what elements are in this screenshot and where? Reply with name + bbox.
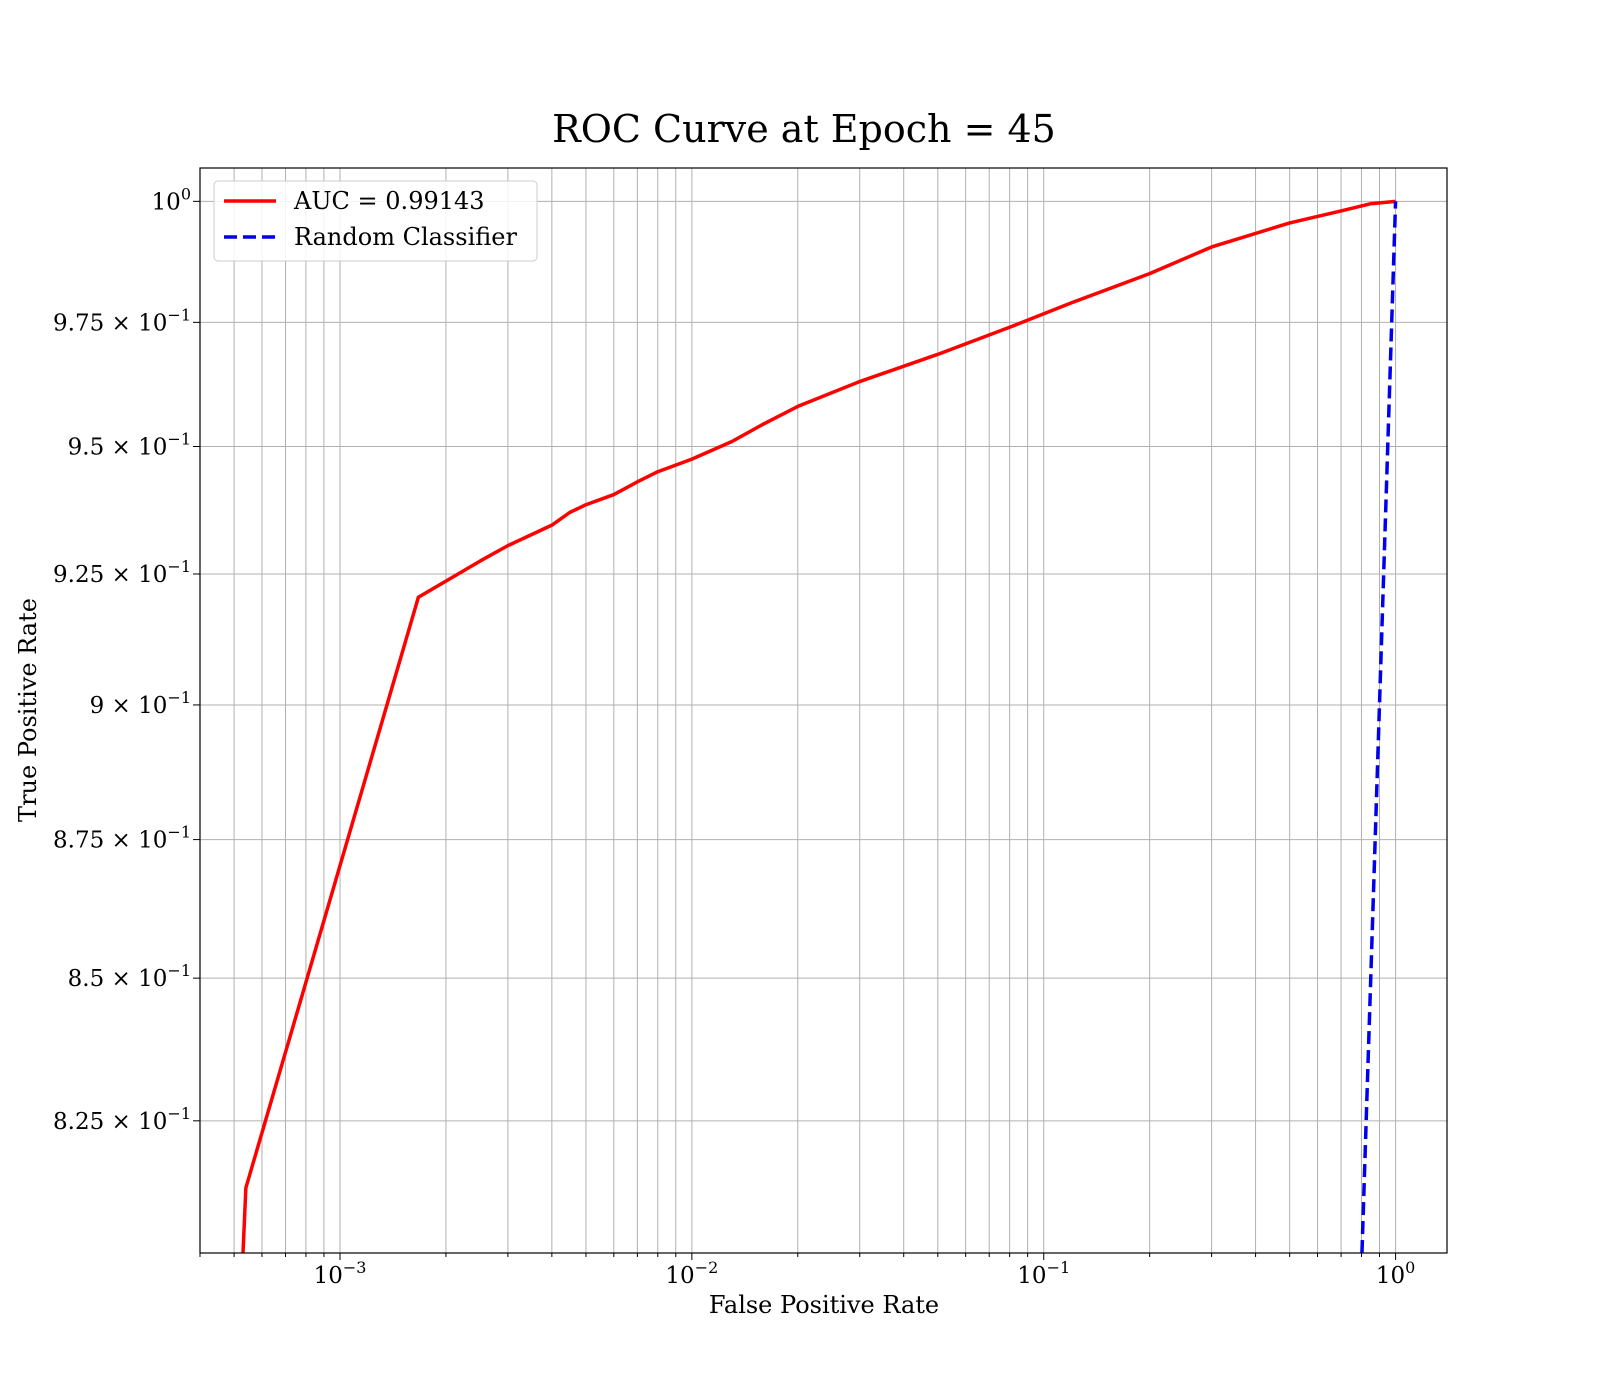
x-tick-base: 10 — [1376, 1263, 1405, 1289]
y-tick-mantissa: 9.75 × — [53, 310, 138, 336]
y-tick-exponent: −1 — [167, 1104, 191, 1123]
x-tick-label: 10−2 — [665, 1258, 718, 1289]
x-tick-label: 10−3 — [314, 1258, 367, 1289]
y-tick-exponent: −1 — [167, 305, 191, 324]
y-tick-base: 10 — [138, 1109, 167, 1135]
x-tick-exponent: 0 — [1405, 1258, 1415, 1277]
chart-title: ROC Curve at Epoch = 45 — [552, 107, 1056, 151]
legend-label-auc: AUC = 0.99143 — [293, 187, 485, 215]
y-tick-exponent: −1 — [167, 961, 191, 980]
roc-curve-line — [241, 199, 1396, 1253]
x-axis-label: False Positive Rate — [709, 1291, 939, 1319]
grid-lines — [199, 168, 1447, 1253]
y-tick-base: 10 — [138, 966, 167, 992]
random-classifier-line — [1360, 201, 1398, 1253]
legend-label-random: Random Classifier — [294, 223, 517, 251]
y-tick-exponent: −1 — [167, 823, 191, 842]
x-tick-exponent: −1 — [1047, 1258, 1071, 1277]
y-tick-base: 10 — [138, 693, 167, 719]
y-tick-mantissa: 8.25 × — [53, 1109, 138, 1135]
y-tick-label: 8.5 × 10−1 — [68, 961, 191, 992]
y-tick-base: 10 — [152, 189, 181, 215]
y-tick-label: 9.25 × 10−1 — [53, 557, 191, 588]
y-tick-mantissa: 9.5 × — [68, 435, 138, 461]
x-tick-base: 10 — [314, 1263, 343, 1289]
x-tick-exponent: −3 — [343, 1258, 367, 1277]
legend: AUC = 0.99143 Random Classifier — [213, 180, 538, 262]
y-tick-base: 10 — [138, 435, 167, 461]
y-tick-mantissa: 8.5 × — [68, 966, 138, 992]
y-tick-exponent: −1 — [167, 430, 191, 449]
y-tick-mantissa: 8.75 × — [53, 828, 138, 854]
y-tick-base: 10 — [138, 562, 167, 588]
y-tick-exponent: 0 — [181, 184, 191, 203]
y-tick-exponent: −1 — [167, 688, 191, 707]
x-tick-label: 10−1 — [1017, 1258, 1070, 1289]
plot-frame — [199, 167, 1448, 1254]
y-tick-mantissa: 9 × — [90, 693, 139, 719]
x-tick-label: 100 — [1376, 1258, 1415, 1289]
y-tick-label: 8.75 × 10−1 — [53, 823, 191, 854]
x-tick-exponent: −2 — [695, 1258, 719, 1277]
y-tick-base: 10 — [138, 310, 167, 336]
y-tick-label: 9.75 × 10−1 — [53, 305, 191, 336]
legend-box — [213, 180, 538, 262]
y-tick-label: 9.5 × 10−1 — [68, 430, 191, 461]
x-tick-base: 10 — [665, 1263, 694, 1289]
series-layer — [241, 199, 1398, 1253]
y-tick-label: 9 × 10−1 — [90, 688, 191, 719]
y-tick-exponent: −1 — [167, 557, 191, 576]
y-tick-base: 10 — [138, 828, 167, 854]
y-tick-mantissa: 9.25 × — [53, 562, 138, 588]
x-tick-base: 10 — [1017, 1263, 1046, 1289]
y-axis-label: True Positive Rate — [14, 598, 42, 822]
y-tick-label: 100 — [152, 184, 191, 215]
y-tick-label: 8.25 × 10−1 — [53, 1104, 191, 1135]
